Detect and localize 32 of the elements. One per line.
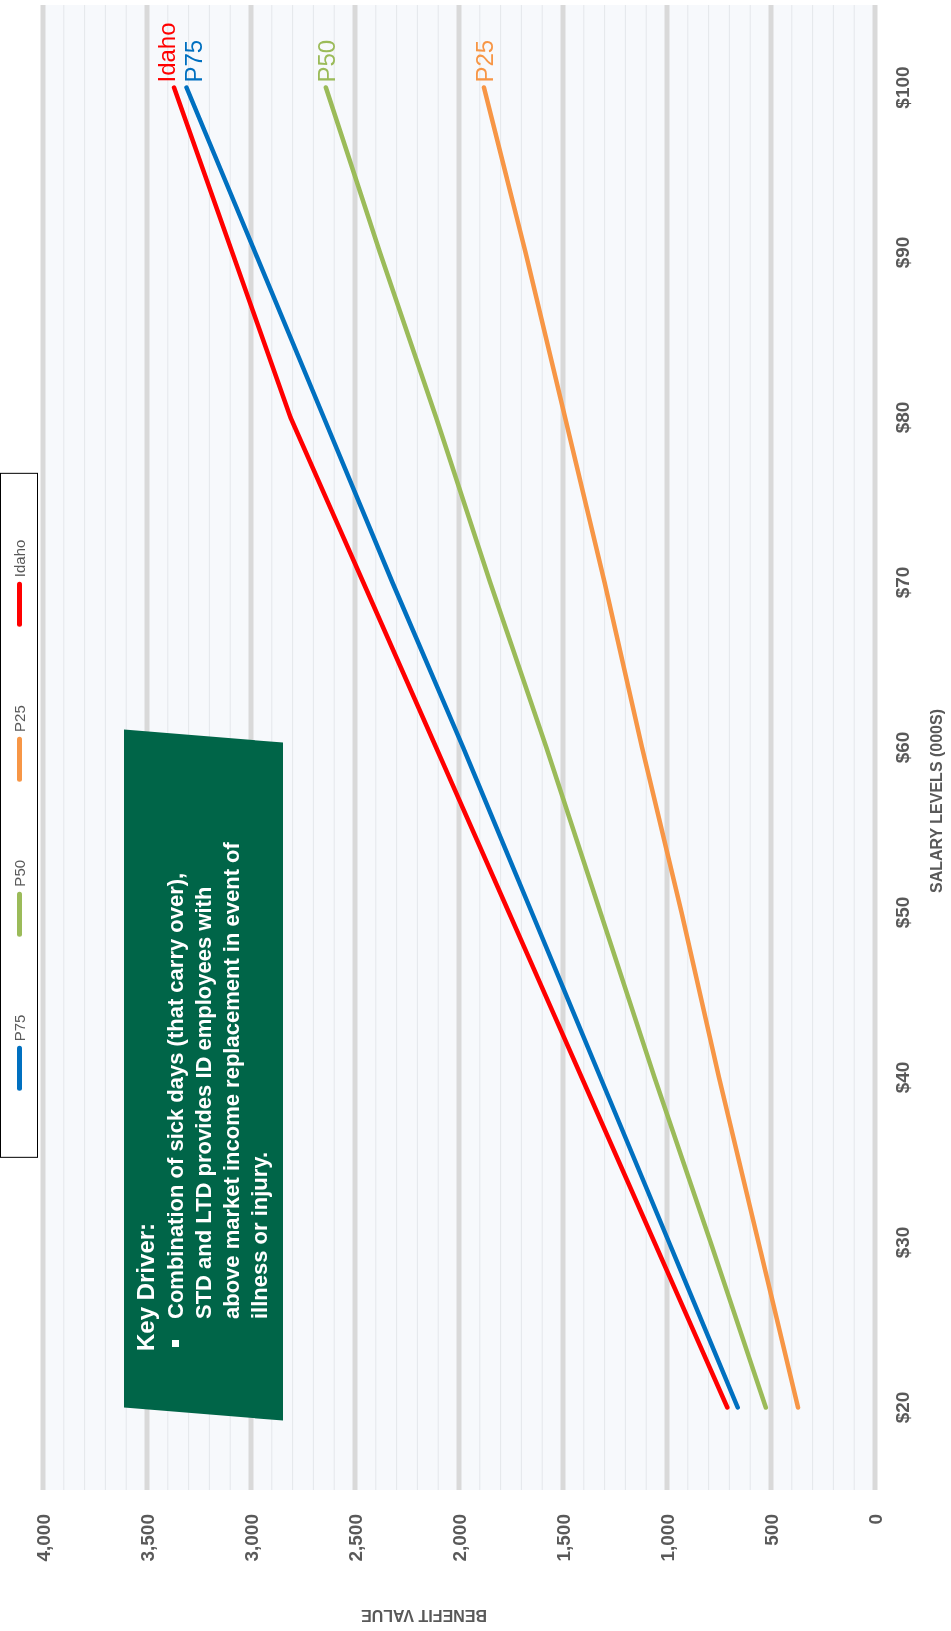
y-tick-label: $80 [892, 401, 914, 434]
text: Idaho [153, 22, 181, 83]
text: P75 [180, 39, 208, 83]
text: P25 [10, 705, 28, 732]
y-tick-label: $40 [892, 1061, 914, 1094]
y-tick-label: $20 [892, 1391, 914, 1424]
x-axis-title: BENEFIT VALUE [361, 1606, 487, 1624]
y-tick-label: $70 [892, 566, 914, 599]
y-tick-label: $50 [892, 896, 914, 929]
annotation: Combination of sick days (that carry over), STD and LTD provides ID employees with above market income replacement in event of illness or injury. [162, 841, 273, 1319]
x-tick-label: 4,000 [32, 1514, 54, 1562]
y-tick-label: $60 [892, 731, 914, 764]
x-tick-label: 3,500 [136, 1514, 158, 1562]
x-tick-label: 3,000 [240, 1514, 262, 1562]
text: P50 [312, 39, 340, 83]
x-tick-label: 1,500 [552, 1514, 574, 1562]
y-tick-label: $100 [892, 66, 914, 109]
x-tick-label: 2,000 [448, 1514, 470, 1562]
line-series [323, 85, 769, 1410]
text: Idaho [10, 539, 28, 578]
text: P25 [470, 39, 498, 83]
annotation: Key Driver: [132, 1222, 160, 1351]
y-tick-label: $90 [892, 236, 914, 269]
y-tick-label: $30 [892, 1226, 914, 1259]
x-tick-label: 0 [864, 1514, 886, 1525]
text: P75 [10, 1014, 28, 1042]
x-tick-label: 1,000 [656, 1514, 678, 1562]
text: P50 [10, 859, 28, 887]
x-tick-label: 2,500 [344, 1514, 366, 1562]
y-axis-title: SALARY LEVELS (000S) [928, 708, 946, 894]
line-series [481, 85, 801, 1410]
x-tick-label: 500 [760, 1514, 782, 1546]
